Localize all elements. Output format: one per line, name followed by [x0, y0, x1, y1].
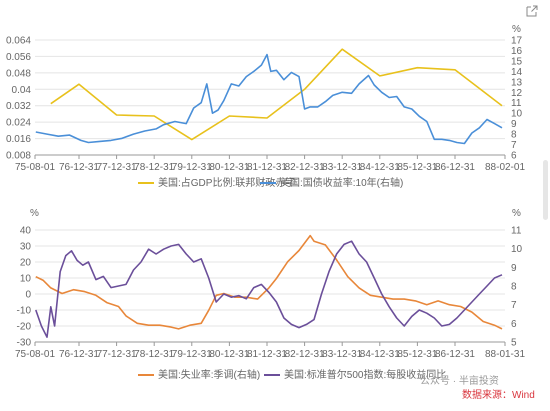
y-tick-label-right: 9	[511, 263, 517, 274]
x-tick-label: 88-01-31	[485, 349, 525, 360]
y-axis-unit-left: %	[30, 208, 39, 219]
series-line	[35, 234, 503, 330]
y-tick-label-right: 10	[511, 109, 523, 120]
y-tick-label-right: 12	[511, 88, 523, 99]
y-tick-label-right: 8	[511, 130, 517, 141]
y-tick-label-left: 40	[20, 226, 32, 237]
x-tick-label: 82-12-31	[285, 349, 325, 360]
legend-label: 美国:失业率:季调(右轴)	[158, 368, 260, 381]
y-tick-label-left: 0.048	[6, 68, 31, 79]
x-tick-label: 85-12-31	[397, 349, 437, 360]
y-tick-label-left: 0.016	[6, 134, 31, 145]
x-tick-label: 77-12-31	[97, 162, 137, 173]
y-tick-label-left: -30	[17, 338, 32, 349]
x-tick-label: 81-12-31	[247, 349, 287, 360]
y-tick-label-left: -10	[17, 306, 32, 317]
x-tick-label: 79-12-31	[172, 162, 212, 173]
y-tick-label-left: -20	[17, 322, 32, 333]
y-tick-label-right: 8	[511, 282, 517, 293]
y-tick-label-right: 6	[511, 151, 517, 162]
x-tick-label: 77-12-31	[97, 349, 137, 360]
y-tick-label-left: 0.064	[6, 36, 31, 47]
y-tick-label-left: 0.04	[12, 85, 32, 96]
watermark: 公众号 · 半亩投资	[420, 376, 499, 387]
y-tick-label-right: 7	[511, 300, 517, 311]
y-tick-label-left: 30	[20, 242, 32, 253]
x-tick-label: 81-12-31	[247, 162, 287, 173]
y-axis-unit-right: %	[512, 208, 521, 219]
x-tick-label: 76-12-31	[59, 162, 99, 173]
series-line	[35, 240, 503, 339]
x-tick-label: 75-08-01	[15, 162, 55, 173]
y-tick-label-left: 20	[20, 258, 32, 269]
x-tick-label: 80-12-31	[209, 349, 249, 360]
y-tick-label-right: 7	[511, 140, 517, 151]
source-note: 数据来源：Wind	[462, 390, 535, 401]
y-tick-label-right: 16	[511, 46, 523, 57]
y-tick-label-left: 0.024	[6, 118, 31, 129]
y-axis-unit-right: %	[512, 24, 521, 35]
y-tick-label-left: 10	[20, 274, 32, 285]
y-tick-label-right: 11	[511, 226, 522, 237]
x-tick-label: 83-12-31	[322, 162, 362, 173]
scrollbar[interactable]	[543, 160, 548, 220]
legend-label: 美国:占GDP比例:联邦财政赤字	[158, 176, 295, 189]
x-tick-label: 75-08-01	[15, 349, 55, 360]
x-tick-label: 84-12-31	[360, 162, 400, 173]
y-tick-label-right: 17	[511, 36, 523, 47]
x-tick-label: 86-12-31	[435, 349, 475, 360]
x-tick-label: 86-12-31	[435, 162, 475, 173]
x-tick-label: 78-12-31	[134, 162, 174, 173]
x-tick-label: 80-12-31	[209, 162, 249, 173]
y-tick-label-left: 0	[25, 290, 31, 301]
y-tick-label-right: 6	[511, 319, 517, 330]
y-tick-label-right: 15	[511, 56, 523, 67]
y-tick-label-right: 9	[511, 119, 517, 130]
x-tick-label: 85-12-31	[397, 162, 437, 173]
y-tick-label-right: 11	[511, 98, 522, 109]
x-tick-label: 79-12-31	[172, 349, 212, 360]
legend-label: 美国:标准普尔500指数:每股收益同比	[284, 368, 446, 381]
external-link-icon[interactable]	[526, 5, 538, 17]
y-tick-label-right: 5	[511, 338, 517, 349]
legend-label: 美国:国债收益率:10年(右轴)	[280, 176, 403, 189]
x-tick-label: 83-12-31	[322, 349, 362, 360]
y-tick-label-left: 0.008	[6, 151, 31, 162]
x-tick-label: 88-02-01	[485, 162, 525, 173]
x-tick-label: 84-12-31	[360, 349, 400, 360]
series-line	[35, 53, 503, 145]
y-tick-label-right: 14	[511, 67, 523, 78]
y-tick-label-left: 0.056	[6, 52, 31, 63]
series-line	[50, 48, 503, 141]
x-tick-label: 82-12-31	[285, 162, 325, 173]
y-tick-label-right: 10	[511, 244, 523, 255]
x-tick-label: 76-12-31	[59, 349, 99, 360]
y-tick-label-right: 13	[511, 77, 523, 88]
x-tick-label: 78-12-31	[134, 349, 174, 360]
y-tick-label-left: 0.032	[6, 101, 31, 112]
